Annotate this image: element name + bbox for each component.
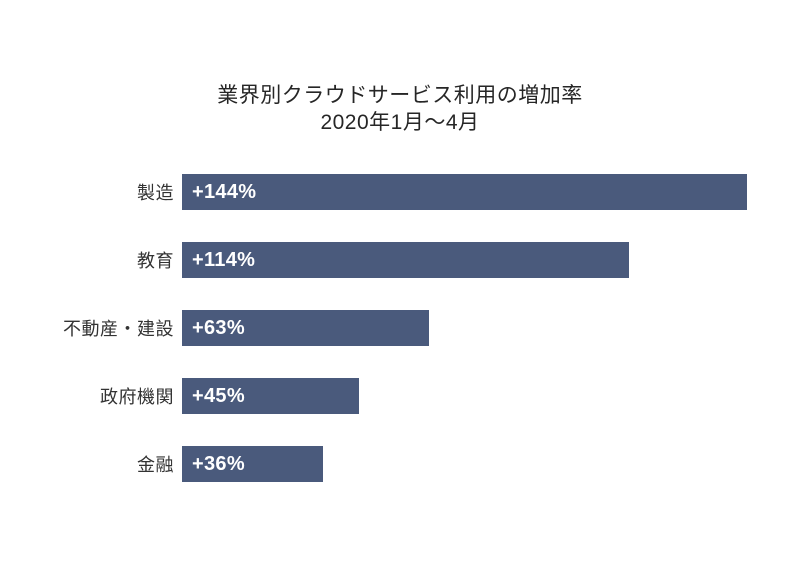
bar-row: 製造 +144% (0, 174, 800, 210)
chart-subtitle: 2020年1月〜4月 (320, 111, 480, 134)
category-label: 教育 (137, 251, 174, 271)
bar-value-label: +63% (192, 316, 245, 339)
chart-title-block: 業界別クラウドサービス利用の増加率 2020年1月〜4月 (5, 0, 795, 136)
bar: +63% (182, 310, 429, 346)
category-label: 政府機関 (100, 387, 174, 407)
category-label: 不動産・建設 (63, 319, 174, 339)
bar-row: 教育 +114% (0, 242, 800, 278)
category-label: 金融 (137, 455, 174, 475)
bar: +45% (182, 378, 359, 414)
bar: +36% (182, 446, 323, 482)
bar-value-label: +144% (192, 180, 257, 203)
bar-row: 不動産・建設 +63% (0, 310, 800, 346)
bar-value-label: +114% (192, 248, 256, 271)
bar-row: 政府機関 +45% (0, 378, 800, 414)
category-label: 製造 (137, 183, 174, 203)
chart-title: 業界別クラウドサービス利用の増加率 (217, 84, 583, 107)
bar-rows: 製造 +144% 教育 +114% 不動産・建設 +63% 政府機関 +45% 金融 +36% (0, 174, 800, 482)
bar: +144% (182, 174, 747, 210)
bar-value-label: +36% (192, 452, 245, 475)
bar-value-label: +45% (192, 384, 245, 407)
bar-row: 金融 +36% (0, 446, 800, 482)
bar: +114% (182, 242, 629, 278)
